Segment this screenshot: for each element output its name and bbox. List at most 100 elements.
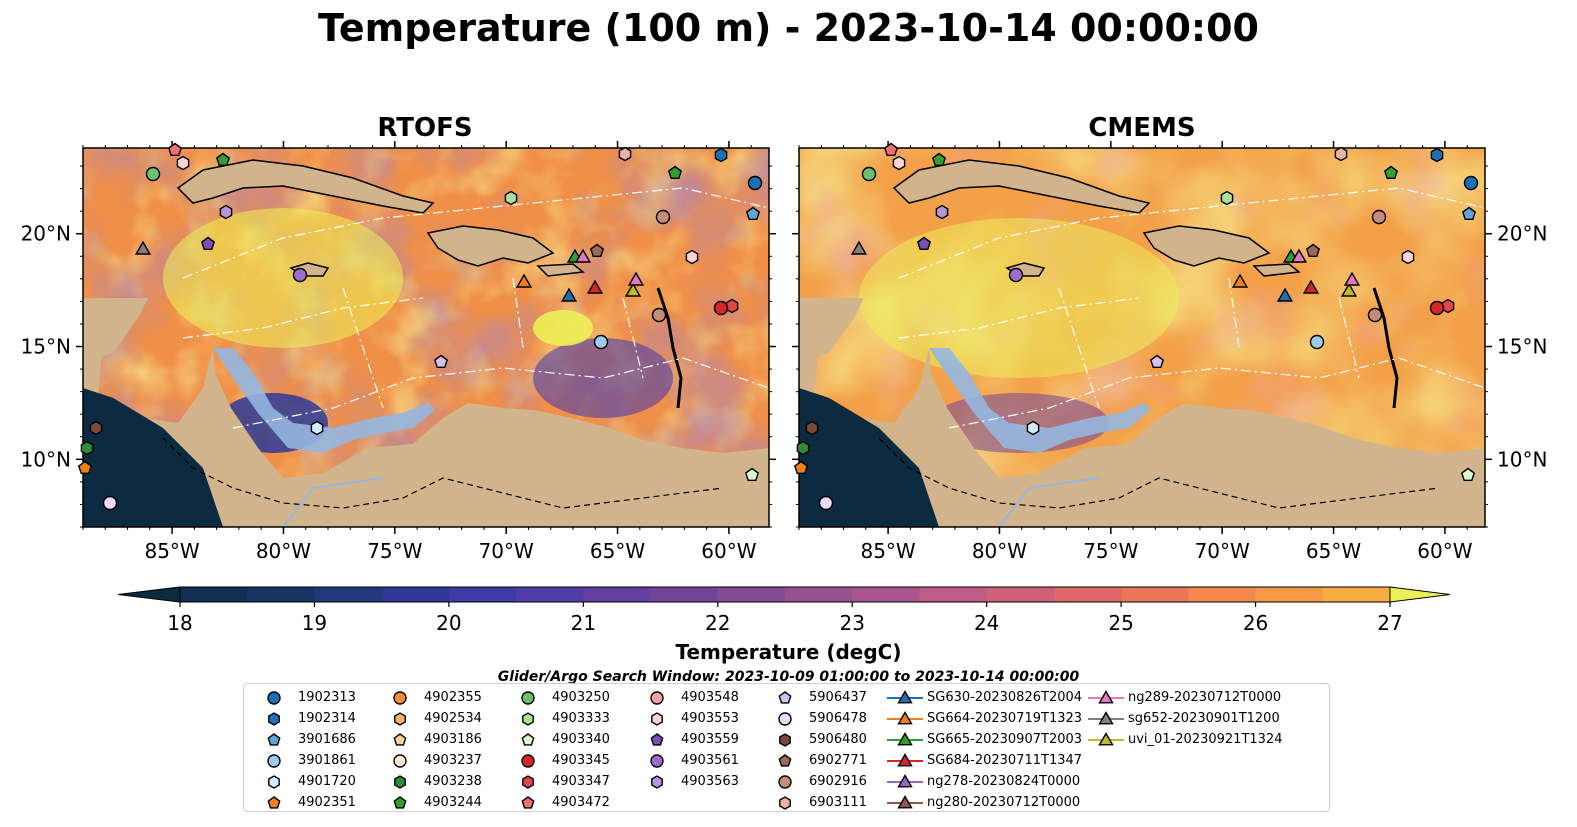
- legend-label: 4903347: [552, 774, 610, 789]
- marker-4903553: [685, 249, 699, 265]
- marker-4903553: [1401, 249, 1415, 265]
- colorbar-tick-label: 25: [1108, 611, 1133, 635]
- marker-4903250: [861, 166, 877, 182]
- colorbar-segment: [314, 587, 383, 602]
- legend-label: uvi_01-20230921T1324: [1128, 732, 1283, 747]
- legend-item: 4901720: [256, 772, 456, 792]
- legend-marker-shape: [393, 796, 407, 809]
- legend-item: ng280-20230712T0000: [885, 793, 1085, 813]
- legend-item: uvi_01-20230921T1324: [1086, 730, 1326, 750]
- y-tick-label-right: 20°N: [1497, 222, 1547, 246]
- marker-4903244: [1383, 165, 1399, 180]
- legend-marker-shape: [778, 775, 792, 789]
- map-panel-rtofs: [83, 148, 769, 527]
- legend-marker: [779, 796, 791, 810]
- legend-marker: [267, 796, 281, 809]
- legend-item: ng278-20230824T0000: [885, 772, 1085, 792]
- legend-marker: [521, 796, 535, 809]
- legend-marker-shape: [521, 733, 535, 746]
- marker-4903244: [215, 152, 231, 167]
- marker-4903333: [1220, 190, 1234, 206]
- marker-4903244: [667, 165, 683, 180]
- colorbar-segment: [1121, 587, 1189, 602]
- marker-4901720: [1026, 420, 1040, 436]
- legend-item: SG630-20230826T2004: [885, 688, 1085, 708]
- legend-item: 4903250: [510, 688, 710, 708]
- legend-item: 3901861: [256, 751, 456, 771]
- y-tick-label: 15°N: [21, 335, 71, 359]
- y-tick-label: 10°N: [21, 447, 71, 471]
- marker-SG630-20230826T2004: [560, 287, 578, 302]
- legend-marker: [268, 712, 280, 726]
- marker-4903345: [713, 300, 729, 316]
- legend-item: 6903111: [767, 793, 967, 813]
- legend-label: 3901861: [298, 753, 356, 768]
- legend-marker-shape: [521, 691, 535, 705]
- legend-item: 1902314: [256, 709, 456, 729]
- legend-marker-shape: [897, 732, 913, 746]
- marker-5906480: [805, 420, 819, 436]
- legend-marker-shape: [267, 754, 281, 768]
- legend-label: 4903559: [681, 732, 739, 747]
- colorbar-segment: [1322, 587, 1391, 602]
- legend-item: 4903345: [510, 751, 710, 771]
- legend-marker-shape: [268, 712, 280, 726]
- marker-4903553: [176, 155, 190, 171]
- legend-label: ng278-20230824T0000: [927, 774, 1081, 789]
- marker-1902314: [1430, 147, 1444, 163]
- marker-3901861: [1309, 334, 1325, 350]
- legend-marker: [650, 691, 664, 705]
- colorbar-tick-label: 21: [571, 611, 596, 635]
- search-window-text: Glider/Argo Search Window: 2023-10-09 01…: [497, 669, 1080, 683]
- colorbar: 18 19 20 21 22 23 24 25 26 27: [117, 586, 1451, 635]
- marker-1902313: [747, 175, 763, 191]
- legend-label: 4901720: [298, 774, 356, 789]
- legend-marker: [393, 733, 407, 746]
- legend-label: 1902314: [298, 711, 356, 726]
- legend-label: 4903345: [552, 753, 610, 768]
- legend-marker-shape: [1098, 690, 1114, 704]
- legend-label: 1902313: [298, 690, 356, 705]
- legend-item: 4903186: [382, 730, 582, 750]
- legend-item: 6902916: [767, 772, 967, 792]
- legend-label: ng289-20230712T0000: [1128, 690, 1282, 705]
- legend-marker: [1088, 711, 1124, 725]
- colorbar-segment: [852, 587, 921, 602]
- marker-1902314: [714, 147, 728, 163]
- marker-3901686: [1461, 206, 1477, 221]
- legend-item: sg652-20230901T1200: [1086, 709, 1326, 729]
- legend-marker-shape: [267, 733, 281, 746]
- marker-5906480: [89, 420, 103, 436]
- legend-marker-shape: [394, 775, 406, 789]
- legend-marker-shape: [522, 775, 534, 789]
- legend-label: 4903237: [424, 753, 482, 768]
- marker-5906437: [433, 354, 449, 368]
- legend-marker-shape: [897, 774, 913, 788]
- legend-marker: [1088, 732, 1124, 746]
- x-tick-label: 70°W: [1195, 539, 1250, 563]
- legend-marker: [521, 733, 535, 746]
- legend-marker: [650, 754, 664, 768]
- x-tick-label: 75°W: [367, 539, 422, 563]
- marker-SG664-20230719T1323: [515, 273, 533, 288]
- marker-4903559: [200, 236, 216, 251]
- legend-marker: [650, 733, 664, 746]
- legend-label: 4903250: [552, 690, 610, 705]
- colorbar-tick-label: 27: [1377, 611, 1402, 635]
- legend-item: SG665-20230907T2003: [885, 730, 1085, 750]
- marker-6902771: [1305, 243, 1321, 257]
- legend-label: 4903333: [552, 711, 610, 726]
- marker-5906437: [1149, 354, 1165, 368]
- legend-item: 6902771: [767, 751, 967, 771]
- legend-marker: [1088, 690, 1124, 704]
- legend-label: SG684-20230711T1347: [927, 753, 1083, 768]
- panel-title-rtofs: RTOFS: [377, 113, 473, 143]
- legend-item: 4903559: [639, 730, 839, 750]
- marker-5906478: [102, 495, 118, 511]
- legend-marker-shape: [651, 775, 663, 789]
- legend-marker-shape: [778, 712, 792, 726]
- marker-4903561: [292, 267, 308, 283]
- legend-marker-shape: [267, 691, 281, 705]
- legend-label: ng280-20230712T0000: [927, 795, 1081, 810]
